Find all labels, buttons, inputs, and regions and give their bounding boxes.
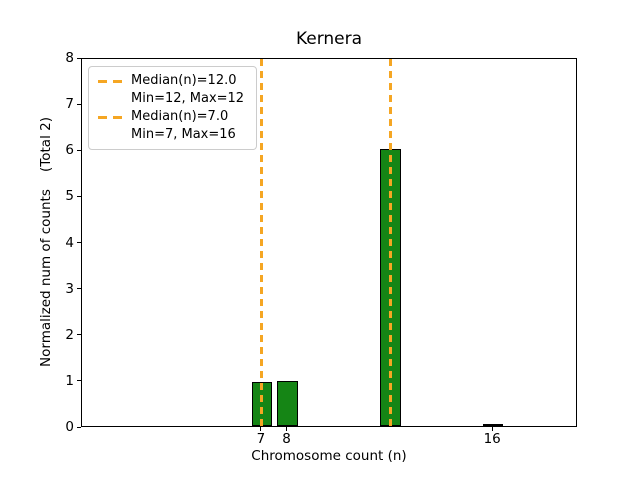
legend: Median(n)=12.0 Min=12, Max=12 Median(n)=7.… xyxy=(88,66,258,150)
y-tick-mark xyxy=(77,380,81,382)
legend-entry-label: Min=12, Max=12 xyxy=(131,91,245,106)
y-tick-label: 5 xyxy=(65,188,74,205)
y-tick-label: 8 xyxy=(65,50,74,66)
chart-title: Kernera xyxy=(295,29,363,49)
y-tick-label: 0 xyxy=(65,419,74,435)
y-tick-mark xyxy=(77,149,81,151)
median-line xyxy=(260,59,264,426)
x-tick-mark xyxy=(491,427,493,431)
legend-entry: Median(n)=7.0 xyxy=(98,108,244,126)
legend-entry-sublabel: Min=12, Max=12 xyxy=(98,90,244,108)
x-tick-mark xyxy=(286,427,288,431)
y-tick-label: 1 xyxy=(65,372,74,389)
y-tick-mark xyxy=(77,242,81,243)
y-tick-label: 4 xyxy=(65,234,74,251)
bar xyxy=(482,423,504,426)
x-tick-label: 8 xyxy=(282,431,291,447)
legend-entry-label: Median(n)=12.0 xyxy=(131,73,237,88)
legend-entry-label: Median(n)=7.0 xyxy=(131,109,229,124)
dashed-line-icon xyxy=(98,79,122,83)
x-tick-label: 7 xyxy=(256,431,266,447)
legend-entry-sublabel: Min=7, Max=16 xyxy=(98,126,244,144)
y-axis-label: Normalized num of counts (Total 2) xyxy=(38,117,54,367)
y-tick-mark xyxy=(77,426,81,428)
bar xyxy=(277,380,298,426)
median-line xyxy=(388,59,392,426)
y-tick-mark xyxy=(77,288,81,290)
plot-area: Median(n)=12.0 Min=12, Max=12 Median(n)=7.… xyxy=(81,58,577,427)
dashed-line-icon xyxy=(98,115,122,119)
y-tick-mark xyxy=(77,103,81,105)
y-tick-mark xyxy=(77,195,81,197)
x-tick-label: 16 xyxy=(483,431,501,447)
legend-entry-label: Min=7, Max=16 xyxy=(131,127,236,142)
x-tick-mark xyxy=(260,427,262,431)
y-tick-label: 7 xyxy=(65,96,74,113)
y-tick-label: 2 xyxy=(65,326,74,343)
y-tick-label: 6 xyxy=(65,142,74,159)
x-axis-label: Chromosome count (n) xyxy=(251,448,407,464)
legend-entry: Median(n)=12.0 xyxy=(98,72,244,90)
y-tick-label: 3 xyxy=(65,280,74,297)
y-tick-mark xyxy=(77,57,81,59)
y-tick-mark xyxy=(77,334,81,336)
